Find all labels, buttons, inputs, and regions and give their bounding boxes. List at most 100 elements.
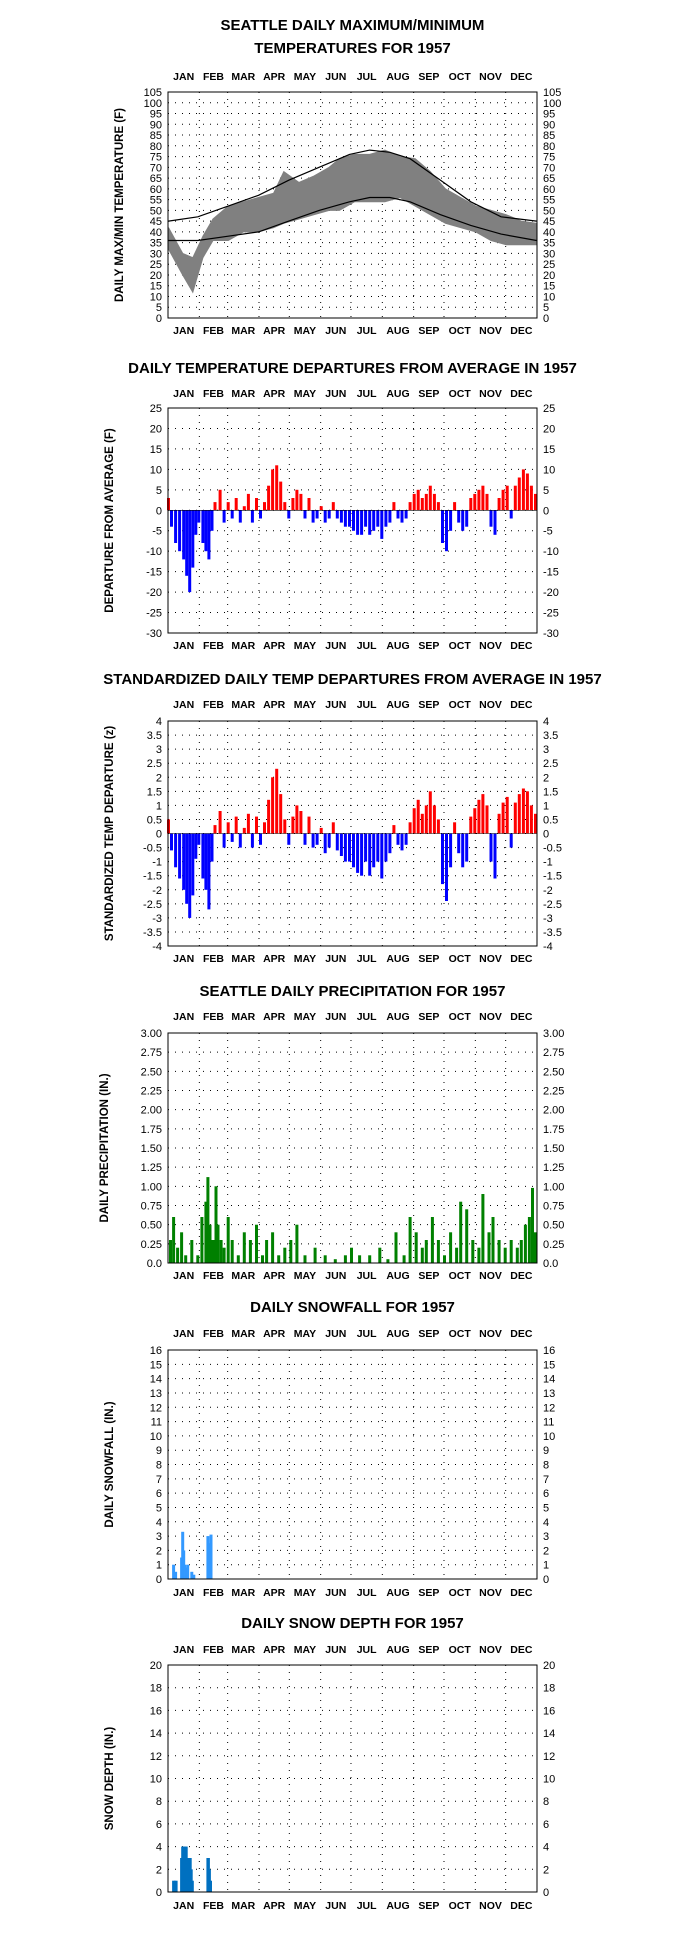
data-bar [343, 833, 347, 862]
y-tick-label-right: 0 [543, 1887, 549, 1899]
y-tick-label-left: 2.75 [141, 1047, 162, 1059]
y-tick-label-left: 20 [150, 423, 162, 435]
y-tick-label-right: 3.00 [543, 1028, 564, 1040]
data-bar [230, 1240, 234, 1263]
chart-title: STANDARDIZED DAILY TEMP DEPARTURES FROM … [103, 671, 601, 688]
y-tick-label-left: 2 [156, 1864, 162, 1876]
data-bar [275, 768, 279, 834]
data-bar [424, 805, 428, 834]
y-tick-label-right: 40 [543, 227, 555, 239]
month-label-top: JAN [173, 1328, 194, 1340]
data-bar [497, 498, 501, 511]
month-label-top: APR [263, 699, 286, 711]
y-tick-label-left: 2.5 [147, 758, 162, 770]
data-bar [515, 1247, 519, 1263]
month-label-top: MAR [231, 699, 255, 711]
month-label-top: AUG [386, 388, 409, 400]
y-tick-label-right: 3.5 [543, 730, 558, 742]
month-label-top: JAN [173, 699, 194, 711]
data-bar [477, 1247, 481, 1263]
data-bar [356, 833, 360, 873]
data-bar [303, 510, 307, 519]
y-tick-label-left: 10 [150, 464, 162, 476]
data-bar [267, 799, 271, 834]
data-bar [436, 1240, 440, 1263]
data-bar [497, 813, 501, 834]
data-bar [489, 833, 493, 862]
y-tick-label-left: 16 [150, 1345, 162, 1357]
data-bar [238, 833, 242, 848]
data-bar [172, 1217, 176, 1263]
data-bar [424, 1240, 428, 1263]
data-bar [331, 502, 335, 511]
data-bar [404, 510, 408, 519]
y-tick-label-left: 1.5 [147, 786, 162, 798]
chart-title: DAILY TEMPERATURE DEPARTURES FROM AVERAG… [128, 360, 577, 377]
month-label-bottom: MAR [231, 640, 255, 652]
data-bar [191, 833, 195, 896]
data-bar [263, 502, 266, 511]
y-tick-label-right: 20 [543, 270, 555, 282]
chart-5: DAILY SNOWFALL FOR 1957 JAN JAN FEB FEB MAR MA… [104, 1299, 555, 1599]
y-tick-label-right: 20 [543, 423, 555, 435]
data-bar [259, 833, 262, 845]
month-label-bottom: NOV [479, 1900, 502, 1912]
data-bar [509, 833, 513, 848]
month-label-top: JAN [173, 388, 194, 400]
month-label-top: AUG [386, 1328, 409, 1340]
data-bar [277, 1255, 281, 1263]
data-bar [350, 1247, 353, 1263]
data-bar [388, 833, 392, 854]
month-label-bottom: JAN [173, 640, 194, 652]
data-bar [323, 833, 327, 854]
data-bar [169, 1240, 172, 1263]
normal-min-line [168, 196, 537, 242]
y-tick-label-left: 45 [150, 216, 162, 228]
data-bar [372, 510, 376, 531]
data-bar [408, 822, 412, 834]
data-bar [226, 502, 230, 511]
data-bar [485, 805, 489, 834]
data-bar [299, 811, 303, 834]
month-label-bottom: DEC [510, 953, 533, 965]
data-bar [170, 833, 173, 851]
month-label-top: MAR [231, 1328, 255, 1340]
month-label-top: FEB [203, 699, 224, 711]
y-tick-label-right: 7 [543, 1474, 549, 1486]
y-tick-label-left: 40 [150, 227, 162, 239]
month-label-bottom: NOV [479, 640, 502, 652]
month-label-bottom: APR [263, 640, 286, 652]
data-bar [248, 1240, 252, 1263]
y-tick-label-right: 1.25 [543, 1162, 564, 1174]
data-bar [436, 502, 440, 511]
grid [168, 1665, 537, 1892]
data-bar [236, 1255, 240, 1263]
data-bar [445, 510, 448, 552]
chart-4: SEATTLE DAILY PRECIPITATION FOR 1957 JAN J… [99, 983, 564, 1282]
y-tick-label-left: 14 [150, 1374, 162, 1386]
y-tick-label-right: 95 [543, 109, 555, 121]
data-bar [226, 1217, 230, 1263]
data-bar [420, 498, 424, 511]
month-label-top: APR [263, 1328, 286, 1340]
y-tick-label-right: 4 [543, 1517, 549, 1529]
data-bar [509, 1240, 513, 1263]
month-label-bottom: JUL [357, 640, 377, 652]
data-bar [335, 510, 339, 519]
y-tick-label-right: 0.0 [543, 1258, 558, 1270]
data-bar [392, 502, 396, 511]
y-tick-label-right: 1.75 [543, 1124, 564, 1136]
y-axis-label: DAILY PRECIPITATION (IN.) [99, 1073, 111, 1222]
month-label-top: JAN [173, 71, 194, 83]
month-label-top: MAY [294, 1328, 316, 1340]
data-bar [457, 833, 461, 854]
month-label-top: SEP [418, 71, 439, 83]
data-bar [343, 510, 347, 527]
y-tick-label-left: -2.5 [143, 899, 162, 911]
data-bar [408, 502, 412, 511]
month-label-top: SEP [418, 1328, 439, 1340]
data-bar [201, 510, 205, 543]
month-label-bottom: DEC [510, 1270, 533, 1282]
y-tick-label-right: -30 [543, 628, 559, 640]
month-label-bottom: APR [263, 1900, 286, 1912]
